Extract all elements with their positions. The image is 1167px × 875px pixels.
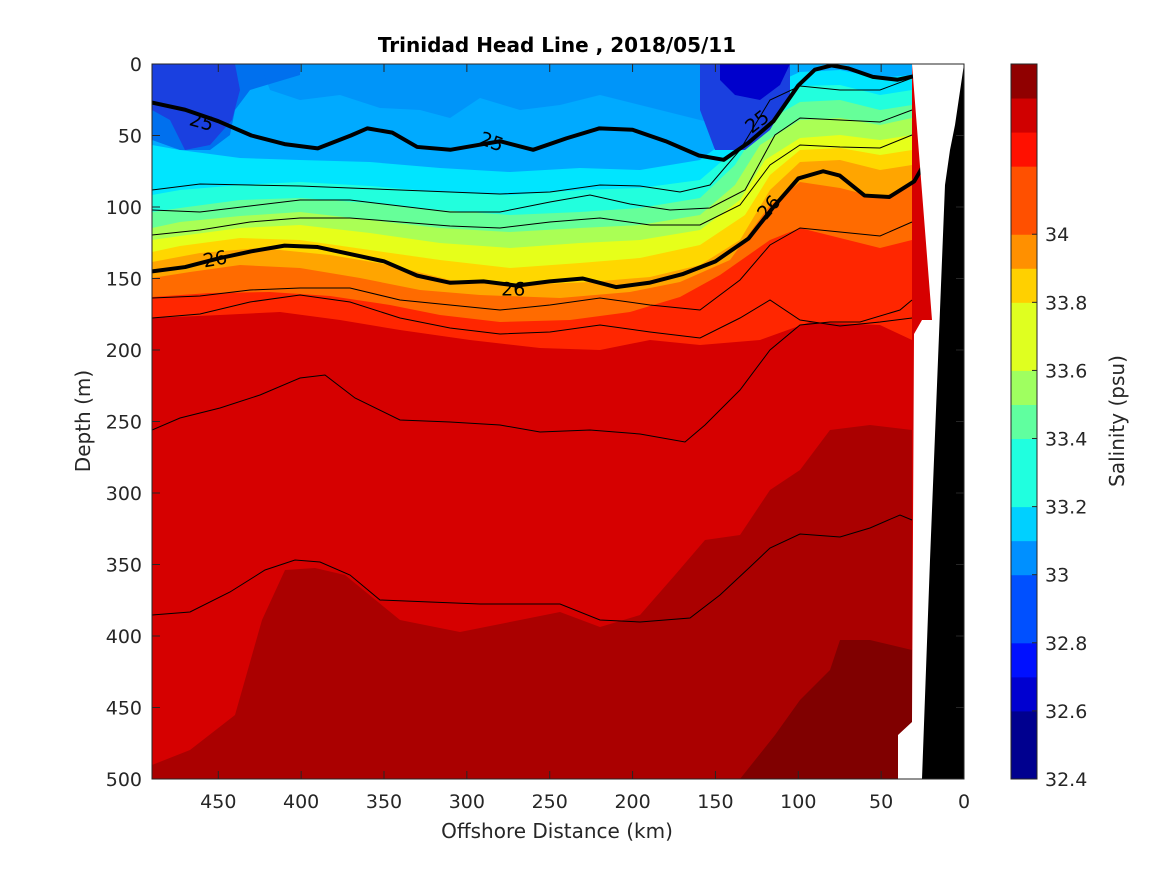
colorbar-ticks: 34 33.8 33.6 33.4 33.2 33 32.8 32.6 32.4 (1032, 224, 1087, 791)
y-tick-label: 300 (106, 483, 142, 505)
chart-title: Trinidad Head Line , 2018/05/11 (378, 33, 736, 57)
isopycnal-25-line (152, 64, 932, 162)
bold-isopycnals (152, 64, 933, 290)
salinity-band-deepblue (152, 64, 240, 150)
x-tick-label: 200 (614, 791, 650, 813)
colorbar-swatch (1011, 404, 1037, 440)
colorbar-swatch (1011, 608, 1037, 644)
x-tick-label: 400 (283, 791, 319, 813)
colorbar-swatch (1011, 438, 1037, 474)
colorbar-tick-label: 32.4 (1045, 769, 1087, 791)
x-tick-label: 100 (780, 791, 816, 813)
colorbar-tick-label: 33.6 (1045, 360, 1087, 382)
colorbar-swatch (1011, 98, 1037, 133)
colorbar-swatch (1011, 744, 1037, 780)
colorbar-swatch (1011, 268, 1037, 303)
salinity-field (152, 64, 964, 779)
x-axis-label: Offshore Distance (km) (441, 819, 673, 843)
x-tick-label: 450 (200, 791, 236, 813)
y-tick-label: 50 (118, 126, 142, 148)
colorbar-swatch (1011, 642, 1037, 678)
x-tick-label: 300 (449, 791, 485, 813)
contour-label: 26 (201, 247, 229, 273)
y-tick-label: 0 (130, 54, 142, 76)
y-tick-label: 500 (106, 769, 142, 791)
bathymetry-black (922, 64, 964, 779)
salinity-band-maroon (740, 640, 912, 779)
y-tick-label: 250 (106, 412, 142, 434)
colorbar-swatch (1011, 200, 1037, 235)
isopycnal-thin-3 (152, 134, 913, 236)
colorbar-swatch (1011, 574, 1037, 610)
salinity-band-navy (720, 64, 790, 100)
isopycnal-thin-6 (152, 299, 913, 443)
y-tick-label: 450 (106, 698, 142, 720)
colorbar-tick-label: 34 (1045, 224, 1069, 246)
isopycnal-26-line (152, 151, 933, 290)
colorbar-swatch (1011, 506, 1037, 542)
contour-label: 26 (501, 279, 525, 301)
colorbar-swatch (1011, 64, 1037, 99)
colorbar-tick-label: 32.8 (1045, 633, 1087, 655)
y-tick-label: 400 (106, 626, 142, 648)
colorbar-swatch (1011, 472, 1037, 508)
colorbar-tick-label: 33.8 (1045, 292, 1087, 314)
colorbar-swatch (1011, 676, 1037, 712)
x-tick-label: 150 (697, 791, 733, 813)
colorbar-swatch (1011, 336, 1037, 371)
x-tick-label: 50 (869, 791, 893, 813)
colorbar-frame (1010, 63, 1038, 780)
x-axis-ticks: 450 400 350 300 250 200 150 100 50 0 (200, 64, 970, 813)
y-tick-label: 100 (106, 197, 142, 219)
y-axis-ticks: 0 50 100 150 200 250 300 350 400 450 500 (106, 54, 964, 791)
salinity-band-darkred (152, 425, 912, 779)
x-tick-label: 250 (532, 791, 568, 813)
isopycnal-thin-2 (152, 109, 913, 213)
colorbar-swatch (1011, 370, 1037, 405)
colorbar-swatch (1011, 132, 1037, 167)
colorbar-swatch (1011, 710, 1037, 746)
colorbar-swatch (1011, 540, 1037, 576)
colorbar-swatch (1011, 234, 1037, 269)
isopycnal-thin-5 (152, 294, 913, 339)
y-axis-label: Depth (m) (71, 370, 95, 472)
y-tick-label: 150 (106, 269, 142, 291)
isopycnal-thin-4 (152, 221, 913, 311)
colorbar-tick-label: 33.4 (1045, 429, 1087, 451)
colorbar-tick-label: 33.2 (1045, 497, 1087, 519)
x-tick-label: 350 (366, 791, 402, 813)
colorbar-swatch (1011, 302, 1037, 337)
y-tick-label: 200 (106, 340, 142, 362)
colorbar-swatch (1011, 166, 1037, 201)
colorbar-tick-label: 32.6 (1045, 701, 1087, 723)
y-tick-label: 350 (106, 555, 142, 577)
salinity-band-blue-2 (152, 64, 720, 125)
bathymetry (898, 64, 964, 779)
colorbar-label: Salinity (psu) (1105, 355, 1129, 487)
colorbar-tick-label: 33 (1045, 565, 1069, 587)
isopycnal-thin-7 (152, 514, 913, 623)
x-tick-label: 0 (958, 791, 970, 813)
colorbar (1011, 64, 1037, 780)
